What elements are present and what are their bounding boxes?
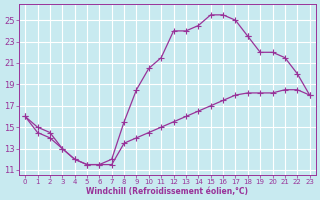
X-axis label: Windchill (Refroidissement éolien,°C): Windchill (Refroidissement éolien,°C) (86, 187, 248, 196)
